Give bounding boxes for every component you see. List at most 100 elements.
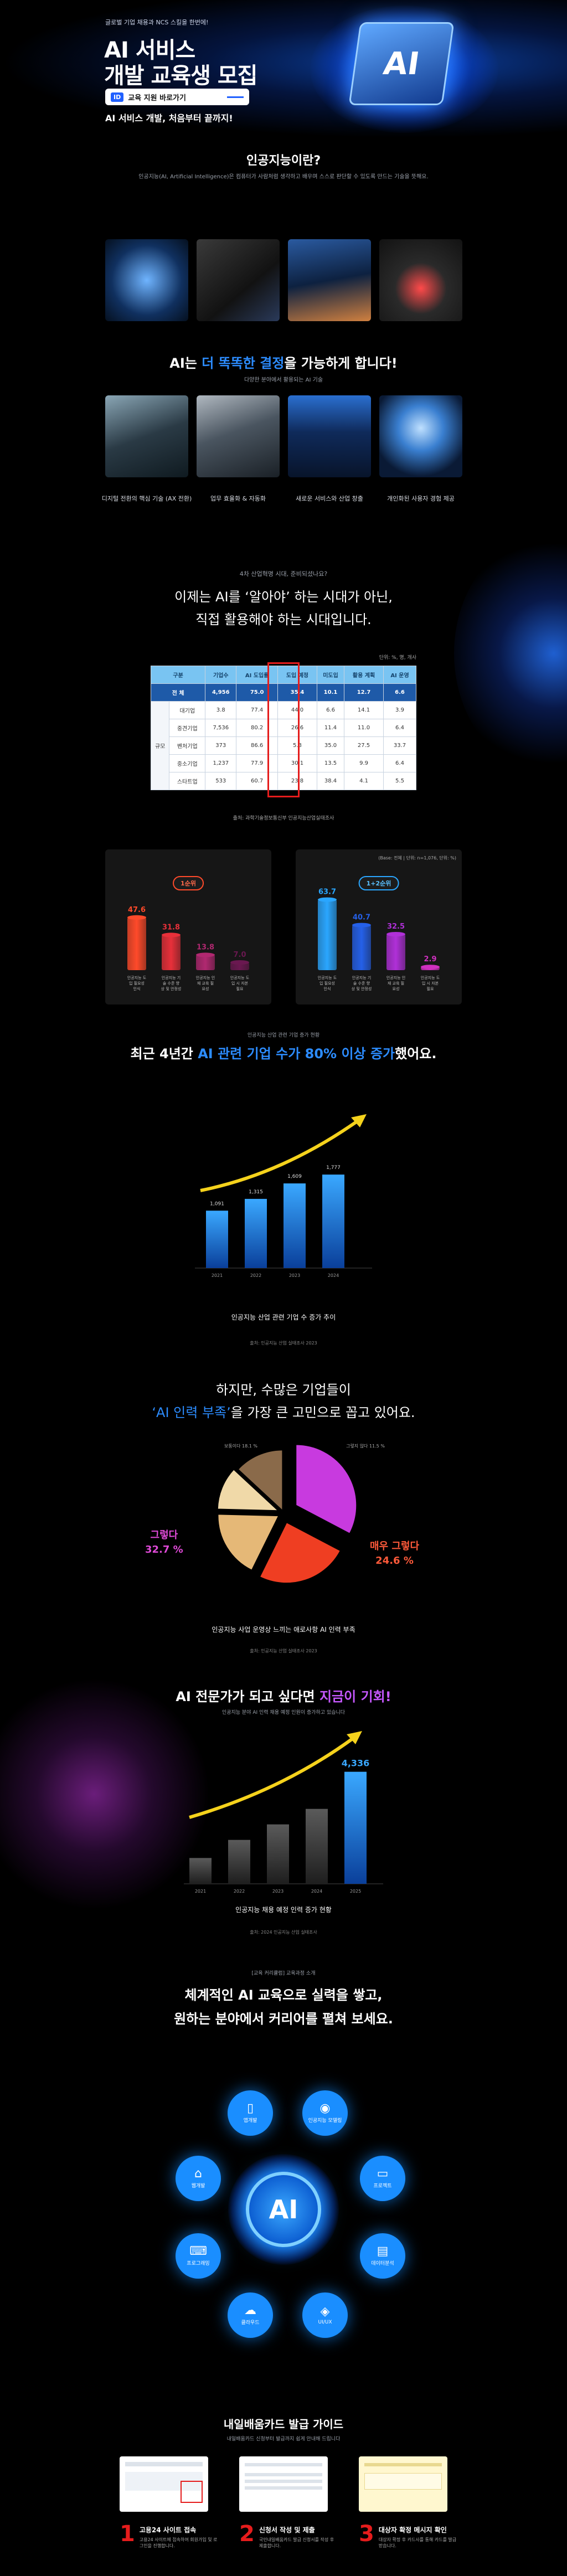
table-cell: 스타트업 (169, 772, 206, 790)
bar-category-label: 필요 (427, 986, 434, 991)
bar-category-label: 인공지능 인 (386, 975, 405, 980)
opportunity-title: AI 전문가가 되고 싶다면 지금이 기회! (176, 1689, 391, 1704)
table-cell: 12.7 (344, 683, 384, 702)
pie-top-right-label: 그렇지 않다 11.5 % (346, 1444, 385, 1449)
guide-desc: 내일배움카드 신청부터 발급까지 쉽게 안내해 드립니다 (226, 2436, 341, 2442)
bar-cap (196, 952, 215, 957)
bar-category-label: 인공지능 도 (127, 975, 147, 980)
growth-bar (206, 1210, 228, 1268)
bar-category-label: 인식 (133, 986, 141, 991)
opportunity-desc: 인공지능 분야 AI 인력 채용 예정 인원이 증가하고 있습니다 (221, 1710, 346, 1715)
brain-icon: ◉ (319, 2101, 331, 2115)
cloud-icon: ☁ (244, 2304, 256, 2317)
decision-desc: 다양한 분야에서 활용되는 AI 기술 (244, 377, 323, 383)
career-center-ai: AI (246, 2172, 321, 2247)
guide-step-1: 1 고용24 사이트 접속 고용24 사이트에 접속하여 회원가입 및 로그인을… (120, 2523, 219, 2549)
shortage-source: 출처: 인공지능 산업 실태조사 2023 (250, 1648, 317, 1653)
bar-cap (230, 960, 249, 965)
table-unit: 단위: %, 명, 개사 (379, 655, 416, 661)
bar-category-label: 인공지능 인 (196, 975, 215, 980)
table-cell: 6.6 (316, 701, 345, 719)
table-cell: 38.4 (316, 772, 345, 790)
node-app: ▯ 앱개발 (228, 2090, 273, 2136)
table-header-category: 구분 (150, 666, 206, 684)
table-cell: 77.4 (236, 701, 279, 719)
bar-category-label: 입 필요성 (129, 981, 145, 986)
caption-digital: 디지털 전환의 핵심 기술 (AX 전환) (101, 495, 192, 502)
bar (196, 955, 215, 970)
digital-transformation-image (105, 395, 188, 477)
caption-automation: 업무 효율화 & 자동화 (210, 495, 266, 502)
career-line2: 원하는 분야에서 커리어를 펼쳐 보세요. (174, 2011, 393, 2027)
shortage-pie-chart (217, 1444, 358, 1584)
shortage-line1: 하지만, 수많은 기업들이 (216, 1382, 351, 1398)
pie-left-text: 그렇다 (150, 1529, 178, 1541)
node-cloud: ☁ 클라우드 (228, 2292, 273, 2338)
table-cell: 1,237 (205, 754, 237, 772)
table-group-label: 규모 (150, 701, 170, 790)
priority12-chart-panel: (Base: 전체 | 단위: n=1,076, 단위: %) 1+2순위 63… (296, 849, 462, 1004)
growth-year-label: 2022 (250, 1273, 261, 1278)
guide-step-3: 3 대상자 확정 메시지 확인 대상자 확정 후 카드사를 통해 카드를 발급받… (359, 2523, 458, 2549)
table-cell: 33.7 (383, 736, 417, 755)
chart-note: (Base: 전체 | 단위: n=1,076, 단위: %) (378, 856, 456, 861)
table-row: 스타트업 533 60.7 23.8 38.4 4.1 5.5 (151, 772, 417, 790)
guide-title: 내일배움카드 발급 가이드 (223, 2418, 344, 2431)
hiring-bar (344, 1771, 367, 1884)
bar (352, 925, 371, 970)
step-desc: 고용24 사이트에 접속하여 회원가입 및 로그인을 진행합니다. (139, 2537, 218, 2548)
bar-value-label: 32.5 (387, 923, 405, 931)
career-pre: [교육 커리큘럼] 교육과정 소개 (251, 1971, 316, 1976)
table-cell: 11.0 (344, 719, 384, 737)
pie-slice (259, 1521, 342, 1584)
table-cell: 3.9 (383, 701, 417, 719)
guide-card-2 (239, 2456, 328, 2512)
hiring-bar (189, 1858, 212, 1884)
phone-icon: ▯ (246, 2101, 254, 2115)
opportunity-section: AI 전문가가 되고 싶다면 지금이 기회! 인공지능 분야 AI 인력 채용 … (0, 1686, 567, 1715)
table-cell: 4,956 (205, 683, 237, 702)
career-section: [교육 커리큘럼] 교육과정 소개 체계적인 AI 교육으로 실력을 쌓고, 원… (0, 1966, 567, 2027)
hiring-bar (228, 1840, 250, 1884)
hiring-growth-chart: 2021 2022 2023 2024 4,336 2025 (184, 1731, 383, 1894)
career-center-label: AI (269, 2194, 298, 2224)
table-cell: 23.8 (277, 772, 317, 790)
table-header: 기업수 (205, 666, 237, 684)
table-header: 도입 예정 (277, 666, 317, 684)
bar-category-label: 인공지능 도 (230, 975, 250, 980)
table-cell: 7,536 (205, 719, 237, 737)
personalized-ai-image (379, 395, 462, 477)
shortage-caption: 인공지능 사업 운영상 느끼는 애로사항 AI 인력 부족 (212, 1626, 355, 1634)
apply-button[interactable]: ID 교육 지원 바로가기 (105, 89, 249, 105)
era-line1: 이제는 AI를 ‘알아야’ 하는 시대가 아닌, (174, 589, 393, 605)
pie-right-label: 매우 그렇다 24.6 % (370, 1539, 419, 1568)
bar-category-label: 인공지능 기 (352, 975, 371, 980)
bar-cap (127, 915, 146, 920)
bar-category-label: 요성 (202, 986, 209, 991)
code-icon: ⌨ (189, 2244, 207, 2258)
arrow-head-icon (347, 1731, 362, 1744)
hiring-year-label: 2023 (272, 1889, 284, 1894)
growth-value-label: 1,315 (249, 1189, 263, 1195)
career-line1: 체계적인 AI 교육으로 실력을 쌓고, (184, 1987, 383, 2003)
growth-value-label: 1,609 (287, 1174, 302, 1179)
step-title: 신청서 작성 및 제출 (259, 2526, 315, 2534)
step-number: 3 (359, 2521, 374, 2547)
hero-banner: AI 글로벌 기업 채용과 NCS 스킬을 한번에! AI 서비스 개발 교육생… (0, 0, 567, 138)
table-cell: 6.4 (383, 719, 417, 737)
growth-caption: 인공지능 산업 관련 기업 수 증가 추이 (231, 1313, 336, 1321)
table-cell: 9.9 (344, 754, 384, 772)
table-cell: 14.1 (344, 701, 384, 719)
table-header: AI 운영 (383, 666, 417, 684)
table-cell: 11.4 (316, 719, 345, 737)
step-number: 1 (120, 2521, 135, 2547)
table-cell: 26.6 (277, 719, 317, 737)
bar (230, 962, 249, 970)
node-modeling: ◉ 인공지능 모델링 (302, 2090, 348, 2136)
growth-pre: 인공지능 산업 관련 기업 증가 현황 (247, 1033, 320, 1038)
purple-glow-decoration (0, 1678, 210, 1910)
pie-left-label: 그렇다 32.7 % (145, 1528, 183, 1557)
priority12-label: 1+2순위 (358, 876, 399, 890)
growth-title: 최근 4년간 AI 관련 기업 수가 80% 이상 증가했어요. (130, 1046, 437, 1062)
growth-arrow (200, 1117, 362, 1192)
